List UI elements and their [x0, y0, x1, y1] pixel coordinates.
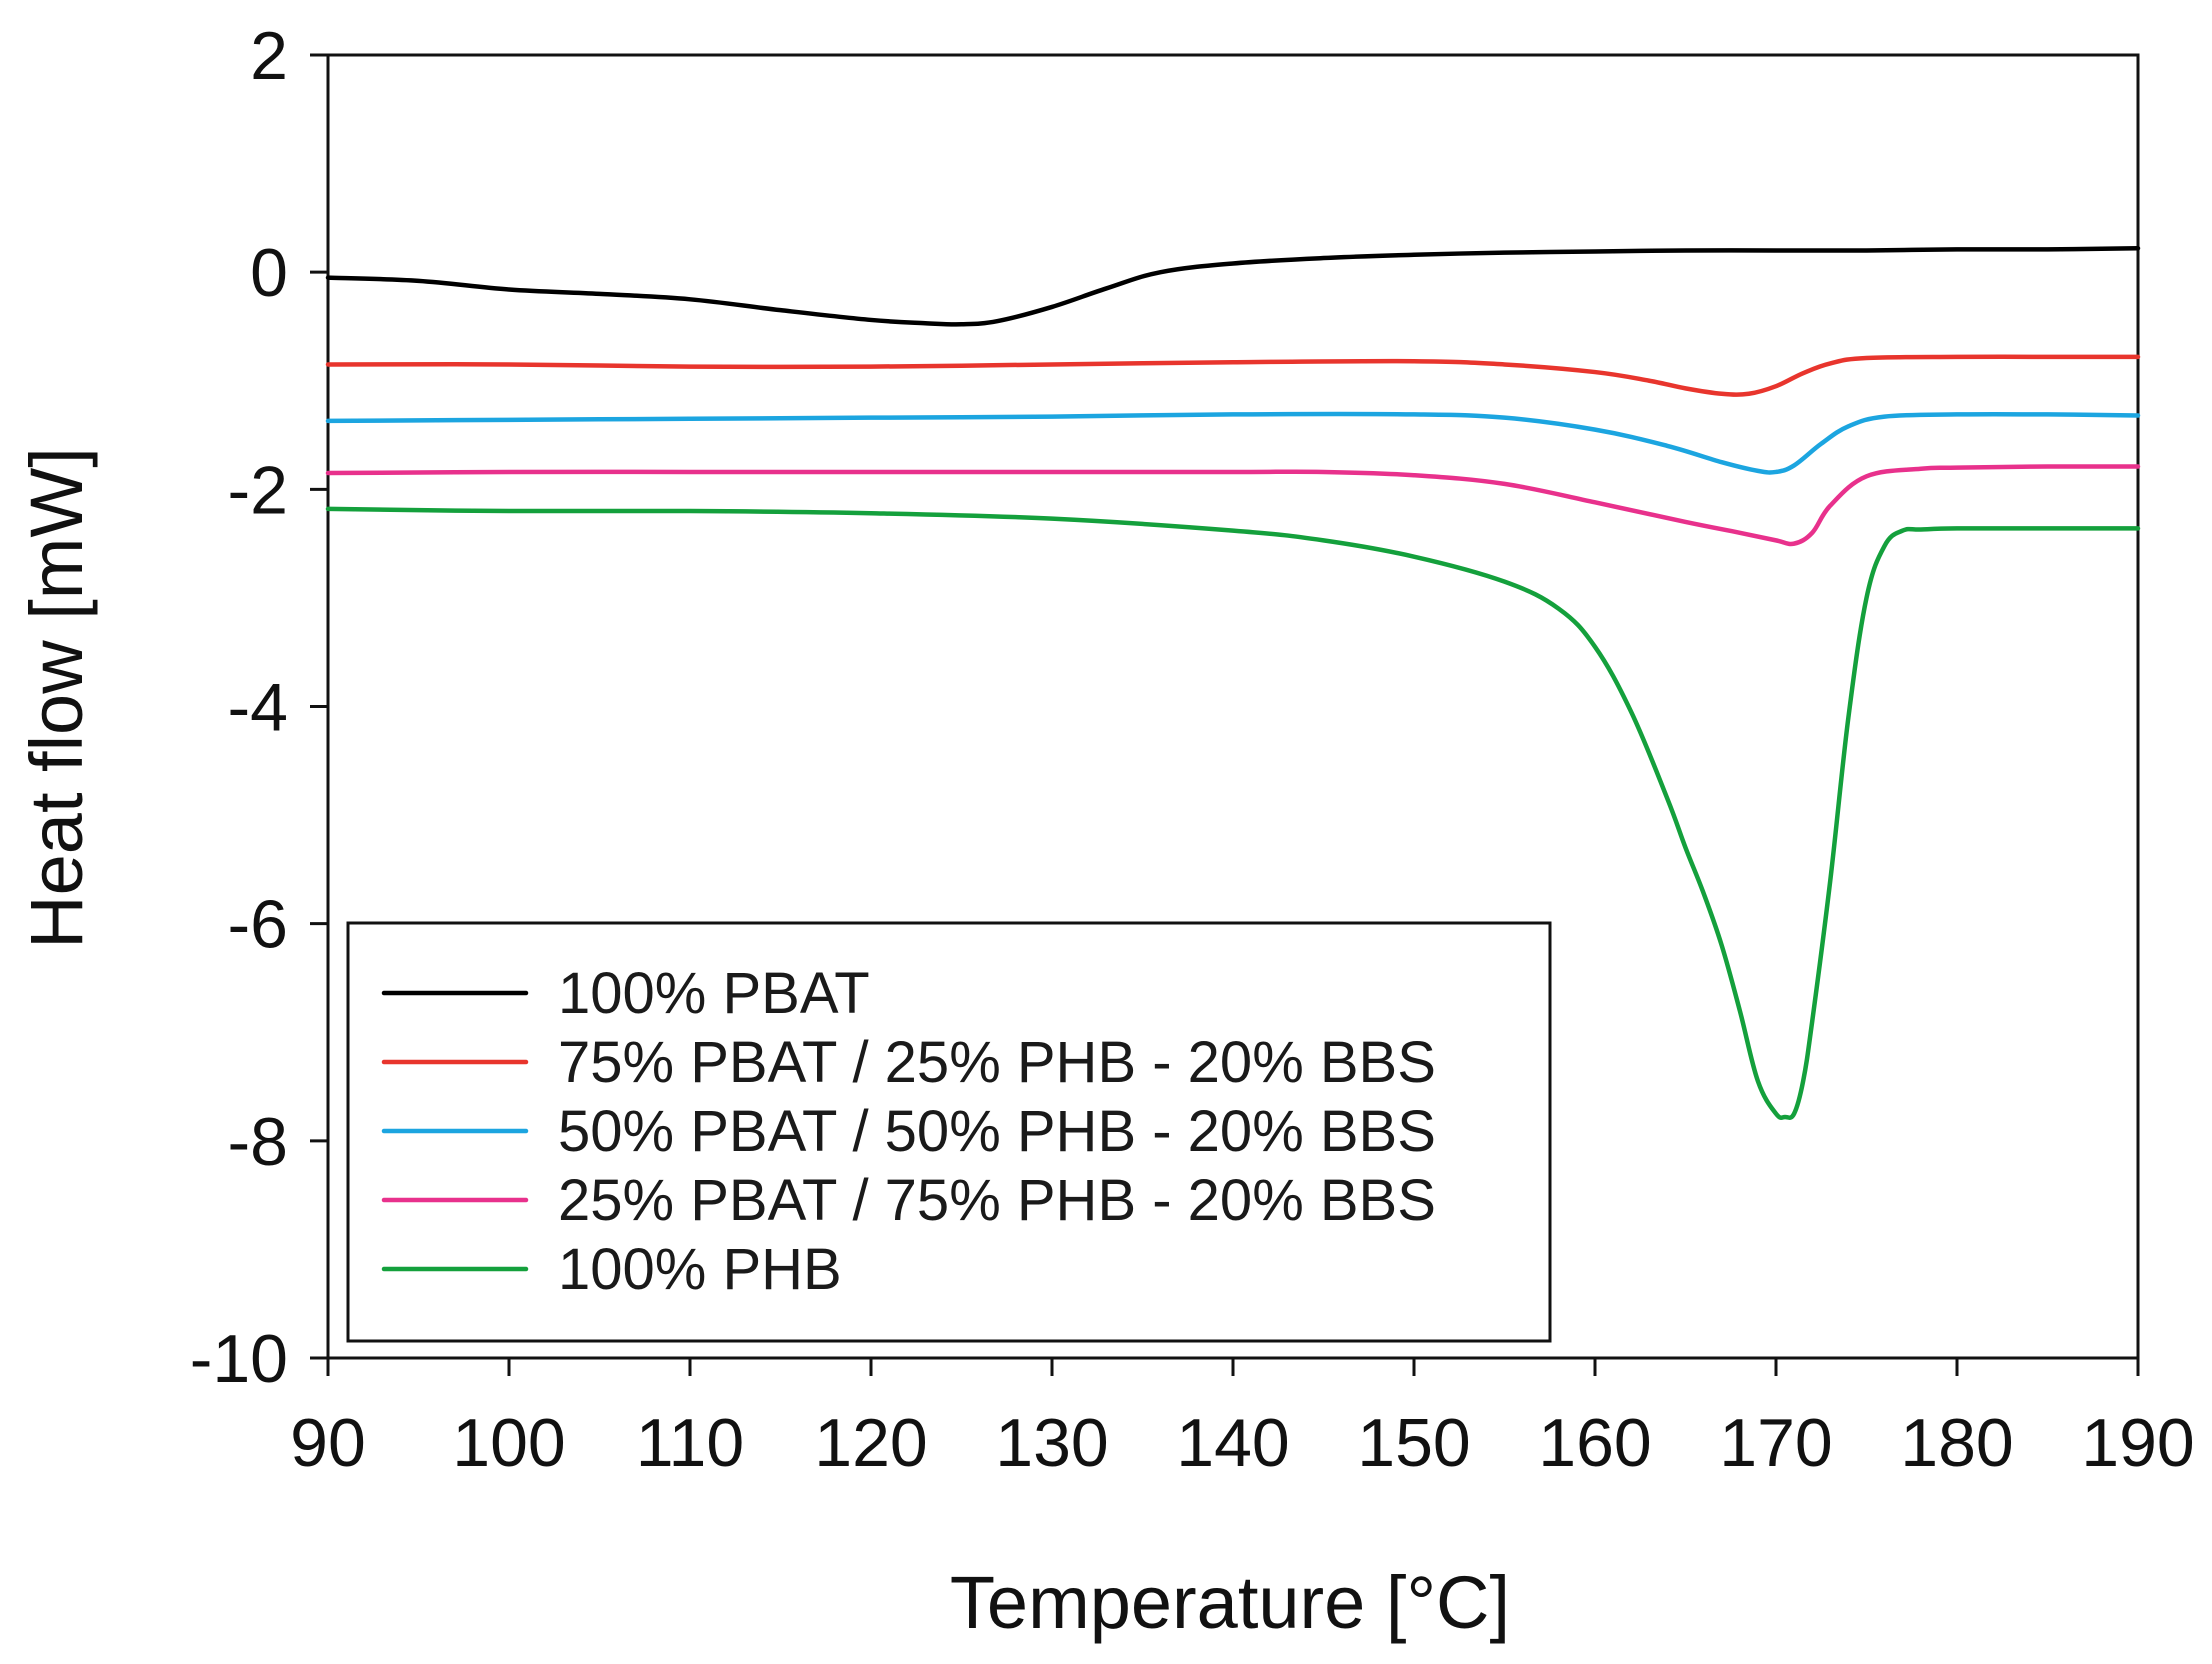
series-line-4: [325, 464, 2141, 547]
axes-layer: 90 100 110 120 130 140 150 160 170 180 190 -10 -8 -6 -…: [190, 18, 2195, 1481]
legend-label: 100% PHB: [558, 1237, 842, 1302]
series-layer: [325, 246, 2141, 1120]
series-line-5: [325, 506, 2141, 1120]
x-tick-label: 90: [290, 1405, 366, 1481]
x-tick-label: 110: [636, 1405, 744, 1481]
y-tick-label: 0: [250, 235, 288, 311]
legend-box: [346, 921, 1552, 1343]
series-line-3: [325, 411, 2141, 475]
legend-label: 100% PBAT: [558, 961, 870, 1026]
y-tick-label: -4: [228, 670, 288, 746]
series-line-2: [325, 354, 2141, 397]
y-tick-label: -6: [228, 887, 288, 963]
x-tick-label: 180: [1900, 1405, 2013, 1481]
x-tick-label: 130: [995, 1405, 1108, 1481]
x-tick-label: 120: [814, 1405, 927, 1481]
legend-label: 25% PBAT / 75% PHB - 20% BBS: [558, 1168, 1436, 1233]
x-tick-label: 190: [2081, 1405, 2194, 1481]
y-axis-title: Heat flow [mW]: [15, 447, 98, 949]
x-tick-label: 100: [452, 1405, 565, 1481]
y-tick-label: -2: [228, 452, 288, 528]
x-tick-label: 150: [1357, 1405, 1470, 1481]
x-tick-label: 140: [1176, 1405, 1289, 1481]
x-tick-label: 160: [1538, 1405, 1651, 1481]
series-line-1: [325, 246, 2141, 327]
legend-label: 75% PBAT / 25% PHB - 20% BBS: [558, 1030, 1436, 1095]
legend-label: 50% PBAT / 50% PHB - 20% BBS: [558, 1099, 1436, 1164]
y-tick-label: -8: [228, 1104, 288, 1180]
x-tick-label: 170: [1719, 1405, 1832, 1481]
x-axis-title: Temperature [°C]: [950, 1561, 1510, 1644]
y-tick-label: -10: [190, 1321, 288, 1397]
y-tick-label: 2: [250, 18, 288, 94]
